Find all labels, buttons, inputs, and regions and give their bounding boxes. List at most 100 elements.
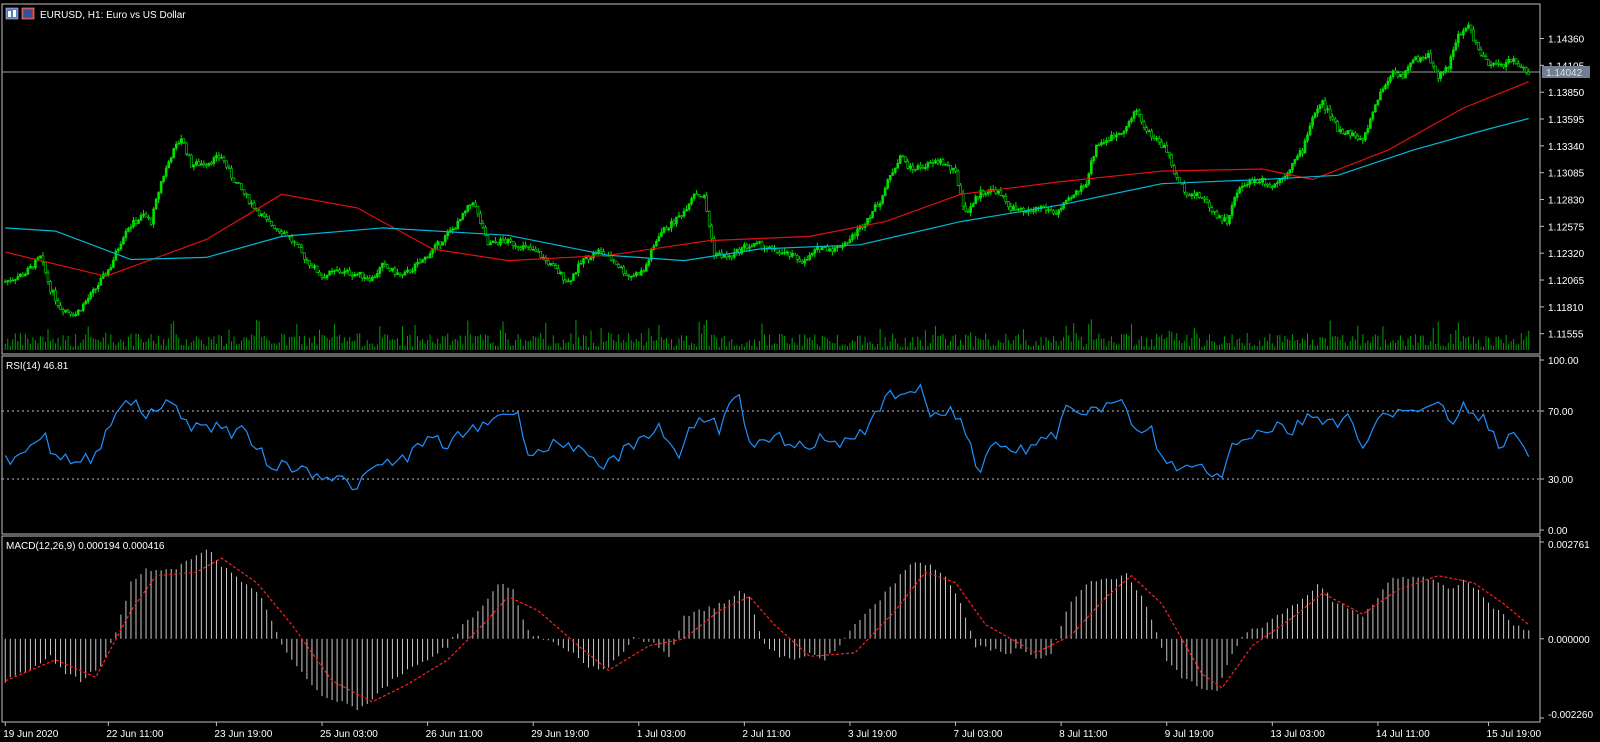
candle-body <box>1429 53 1432 64</box>
candle-body <box>1105 140 1108 143</box>
symbol-icon <box>5 7 35 20</box>
candle-body <box>1009 206 1013 211</box>
candle-body <box>727 255 731 258</box>
candle-body <box>159 181 163 193</box>
price-tick-label: 1.12830 <box>1548 196 1585 207</box>
candle-body <box>24 273 27 277</box>
candle-body <box>66 309 70 313</box>
candle-body <box>1079 185 1083 192</box>
candle-body <box>1198 192 1201 198</box>
candle-body <box>1145 127 1148 132</box>
candle-body <box>466 205 470 212</box>
macd-tick-label: 0.000000 <box>1548 635 1590 646</box>
candle-body <box>549 263 553 266</box>
candle-body <box>883 187 887 196</box>
candle-body <box>1509 59 1513 62</box>
candle-body <box>1097 144 1101 147</box>
candle-body <box>539 251 543 258</box>
candle-body <box>1137 110 1141 115</box>
candle-body <box>195 161 198 166</box>
candle-body <box>504 239 507 244</box>
candle-body <box>1193 193 1196 196</box>
rsi-line <box>4 383 1530 491</box>
candle-body <box>1492 62 1495 66</box>
candle-body <box>949 165 952 171</box>
candle-body <box>1291 163 1294 170</box>
current-price-tag <box>1542 65 1590 78</box>
candle-body <box>413 263 417 272</box>
candle-body <box>687 203 691 210</box>
candle-body <box>461 212 465 220</box>
candle-body <box>96 284 100 290</box>
candle-body <box>1444 67 1448 73</box>
candle-body <box>936 160 940 164</box>
candle-body <box>966 210 970 213</box>
candle-body <box>1323 100 1327 111</box>
candle-body <box>232 177 236 183</box>
candle-body <box>1426 53 1430 58</box>
candle-body <box>1052 210 1055 214</box>
candle-body <box>1341 129 1345 135</box>
candle-body <box>710 225 713 240</box>
candle-body <box>1220 215 1224 222</box>
candle-body <box>1381 88 1385 93</box>
time-tick-label: 13 Jul 03:00 <box>1270 729 1325 740</box>
candle-body <box>1364 132 1367 141</box>
candle-body <box>914 169 917 171</box>
candle-body <box>290 236 294 243</box>
candle-body <box>109 267 113 270</box>
candle-body <box>1135 110 1138 113</box>
candle-body <box>1132 111 1136 119</box>
candle-body <box>1271 186 1274 189</box>
candle-body <box>61 309 65 313</box>
candle-body <box>675 216 678 225</box>
candle-body <box>222 156 226 162</box>
candle-body <box>521 245 525 250</box>
candle-body <box>743 244 746 248</box>
candle-body <box>1012 206 1015 211</box>
candle-body <box>137 219 140 224</box>
candle-body <box>986 191 990 195</box>
candle-body <box>250 202 253 205</box>
candle-body <box>662 227 666 233</box>
candle-body <box>534 249 538 252</box>
moving-averages <box>5 81 1529 277</box>
candle-body <box>197 161 201 166</box>
candle-body <box>179 138 183 144</box>
candle-body <box>189 154 193 168</box>
candle-body <box>629 276 633 278</box>
candle-body <box>328 270 331 276</box>
candle-body <box>396 272 399 275</box>
candle-body <box>848 239 852 244</box>
candle-body <box>868 217 872 220</box>
candle-body <box>1175 173 1179 178</box>
candle-body <box>529 246 532 251</box>
candle-body <box>1183 183 1186 193</box>
candle-body <box>1258 181 1262 184</box>
candle-body <box>660 232 663 237</box>
price-tick-label: 1.12065 <box>1548 276 1585 287</box>
candle-body <box>1519 66 1523 68</box>
candle-body <box>717 252 721 255</box>
candle-body <box>790 252 794 257</box>
candle-body <box>1024 211 1028 213</box>
candle-body <box>1321 100 1324 106</box>
candle-body <box>172 148 175 159</box>
candle-body <box>114 250 118 261</box>
candle-body <box>1431 62 1435 67</box>
candle-body <box>672 220 676 225</box>
candle-body <box>1022 208 1025 213</box>
candle-body <box>300 247 304 254</box>
candle-body <box>589 257 593 260</box>
candle-body <box>323 276 326 279</box>
candle-body <box>182 138 186 144</box>
candle-body <box>464 210 467 214</box>
candle-body <box>355 274 359 276</box>
time-tick-label: 26 Jun 11:00 <box>426 729 484 740</box>
candle-body <box>494 240 497 243</box>
candle-body <box>1082 185 1086 188</box>
candle-body <box>1487 59 1490 66</box>
candle-body <box>81 303 85 311</box>
